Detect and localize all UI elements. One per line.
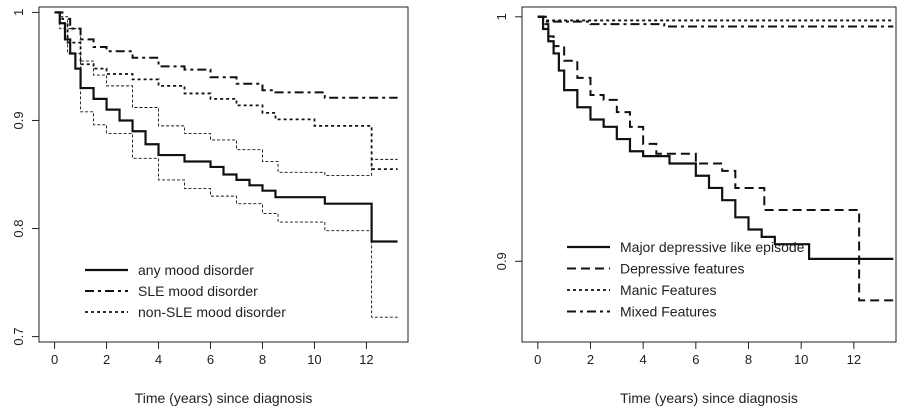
- x-axis-title: Time (years) since diagnosis: [620, 390, 798, 406]
- right-chart: 0 2 4 6 8 10 12 0.9 1 Time (years) since diagnosi…: [494, 6, 897, 406]
- x-tick-label: 0: [534, 352, 541, 367]
- plot-frame: [38, 6, 409, 343]
- x-tick-label: 6: [207, 352, 214, 367]
- x-tick-label: 0: [51, 352, 58, 367]
- legend-label: Depressive features: [620, 261, 745, 277]
- x-tick-label: 12: [847, 352, 861, 367]
- legend-label: Major depressive like episode: [620, 239, 805, 255]
- x-tick-label: 12: [359, 352, 373, 367]
- x-tick-label: 8: [745, 352, 752, 367]
- x-tick-label: 6: [692, 352, 699, 367]
- x-axis-title: Time (years) since diagnosis: [135, 390, 313, 406]
- series-line-2: [537, 15, 894, 22]
- y-tick-label: 0.9: [11, 111, 26, 129]
- y-tick-label: 0.9: [494, 252, 509, 270]
- x-tick-label: 2: [587, 352, 594, 367]
- plot-frame: [521, 6, 897, 343]
- series-line-0: [54, 11, 398, 243]
- x-tick-label: 2: [103, 352, 110, 367]
- legend-label: SLE mood disorder: [138, 283, 258, 299]
- x-tick-label: 10: [794, 352, 808, 367]
- left-chart: 0 2 4 6 8 10 12 0.7 0.8 0.9 1 Time (years) since di…: [11, 6, 409, 406]
- y-tick-label: 0.8: [11, 219, 26, 237]
- legend-label: any mood disorder: [138, 262, 254, 278]
- y-tick-label: 0.7: [11, 328, 26, 346]
- legend-label: Manic Features: [620, 282, 716, 298]
- legend-label: non-SLE mood disorder: [138, 304, 286, 320]
- series-line-0: [537, 15, 894, 260]
- x-tick-label: 4: [155, 352, 162, 367]
- x-tick-label: 10: [307, 352, 321, 367]
- series-line-1: [537, 15, 894, 302]
- x-tick-label: 4: [640, 352, 647, 367]
- y-tick-label: 1: [494, 13, 509, 20]
- series-line-4: [54, 11, 398, 170]
- series-line-3: [54, 11, 398, 99]
- series-line-3: [537, 15, 894, 28]
- x-tick-label: 8: [259, 352, 266, 367]
- series-line-1: [54, 11, 398, 177]
- y-tick-label: 1: [11, 9, 26, 16]
- legend-label: Mixed Features: [620, 304, 716, 320]
